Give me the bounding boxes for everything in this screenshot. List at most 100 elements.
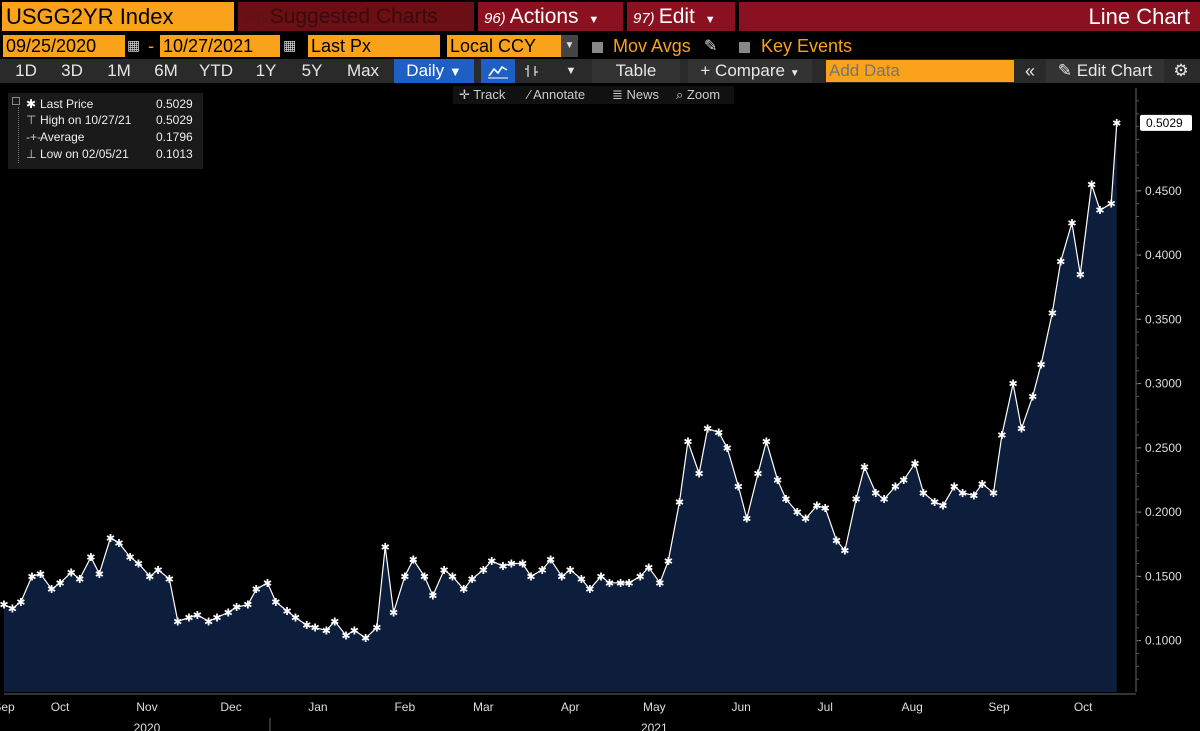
data-point: ✱ — [487, 555, 496, 568]
frequency-label: Daily — [406, 61, 445, 80]
legend-row-low: ⊥ Low on 02/05/21 0.1013 — [8, 146, 203, 162]
actions-menu-button[interactable]: 96) Actions ▼ — [478, 2, 623, 31]
compare-button[interactable]: + Compare ▼ — [688, 59, 812, 83]
data-point: ✱ — [930, 496, 939, 509]
data-point: ✱ — [400, 570, 409, 583]
last-value-badge: 0.5029 — [1140, 114, 1192, 131]
data-point: ✱ — [322, 624, 331, 637]
actions-number: 96) — [484, 10, 506, 27]
data-point: ✱ — [860, 461, 869, 474]
add-data-input[interactable] — [826, 60, 1014, 82]
period-button-3d[interactable]: 3D — [61, 61, 83, 80]
data-point: ✱ — [910, 457, 919, 470]
bar-chart-icon[interactable] — [517, 59, 547, 83]
period-button-1m[interactable]: 1M — [107, 61, 131, 80]
x-month-label: Feb — [394, 700, 415, 714]
legend-label: Low on 02/05/21 — [40, 147, 129, 161]
ticker-field[interactable]: USGG2YR Index — [2, 2, 234, 31]
price-line — [3, 122, 1118, 639]
data-point: ✱ — [989, 487, 998, 500]
data-point: ✱ — [330, 615, 339, 628]
suggested-charts-button[interactable]: 94) Suggested Charts — [238, 2, 474, 31]
data-point: ✱ — [518, 557, 527, 570]
data-point: ✱ — [311, 622, 320, 635]
y-tick-label: 0.1000 — [1145, 634, 1182, 648]
chart-type-label: Line Chart — [739, 2, 1200, 31]
data-point: ✱ — [644, 561, 653, 574]
data-point: ✱ — [950, 480, 959, 493]
price-field-select[interactable]: Last Px — [308, 35, 440, 57]
period-button-6m[interactable]: 6M — [154, 61, 178, 80]
x-axis: Sep Oct Nov Dec Jan Feb Mar Apr May Jun Jul Aug Sep O… — [0, 693, 1136, 731]
calendar-icon[interactable]: ▦ — [127, 37, 141, 53]
x-month-label: Mar — [473, 700, 494, 714]
mov-avgs-checkbox[interactable] — [592, 40, 603, 58]
data-point: ✱ — [67, 566, 76, 579]
legend-label: Average — [40, 130, 85, 144]
data-point: ✱ — [232, 601, 241, 614]
date-separator: - — [148, 36, 154, 56]
data-point: ✱ — [1036, 358, 1045, 371]
news-tool[interactable]: ≣ News — [608, 86, 674, 104]
period-button-5y[interactable]: 5Y — [301, 61, 323, 80]
data-point: ✱ — [852, 493, 861, 506]
y-tick-label: 0.2500 — [1145, 441, 1182, 455]
key-events-checkbox[interactable] — [739, 40, 750, 58]
data-point: ✱ — [683, 435, 692, 448]
data-point: ✱ — [958, 487, 967, 500]
y-axis: 0.1000 0.1500 0.2000 0.2500 0.3000 0.3500 0.40… — [1135, 88, 1182, 692]
data-point: ✱ — [636, 570, 645, 583]
pencil-icon[interactable]: ✎ — [704, 38, 718, 55]
edit-chart-button[interactable]: ✎ Edit Chart — [1046, 59, 1164, 83]
period-button-1y[interactable]: 1Y — [255, 61, 277, 80]
line-chart-icon[interactable] — [481, 59, 515, 83]
mov-avgs-label: Mov Avgs — [613, 36, 691, 56]
data-point: ✱ — [821, 502, 830, 515]
low-marker-icon: ⊥ — [26, 147, 37, 161]
data-point: ✱ — [459, 583, 468, 596]
data-point: ✱ — [55, 577, 64, 590]
table-button[interactable]: Table — [592, 59, 680, 83]
data-point: ✱ — [439, 564, 448, 577]
data-point: ✱ — [1048, 307, 1057, 320]
annotate-tool[interactable]: ⁄ Annotate — [524, 86, 610, 104]
data-point: ✱ — [723, 442, 732, 455]
magnifier-icon: ⌕ — [676, 87, 684, 102]
y-tick-label: 0.2000 — [1145, 505, 1182, 519]
period-button-1d[interactable]: 1D — [15, 61, 37, 80]
chevron-down-icon[interactable]: ▼ — [565, 65, 577, 77]
legend-toggle-icon[interactable] — [12, 97, 20, 105]
data-point: ✱ — [899, 474, 908, 487]
data-point: ✱ — [734, 480, 743, 493]
zoom-tool[interactable]: ⌕ Zoom — [672, 86, 734, 104]
price-chart[interactable]: ✱ ✱ ✱✱ ✱✱ ✱✱ ✱✱✱✱ ✱✱ ✱✱ ✱✱✱ ✱ ✱ ✱ ✱ ✱ ✱ ✱✱ ✱✱✱ ✱✱ ✱ ✱✱✱ ✱✱✱✱… — [0, 84, 1200, 731]
data-point: ✱ — [655, 577, 664, 590]
area-fill — [4, 122, 1117, 693]
track-tool[interactable]: ✛ Track — [453, 86, 539, 104]
data-point: ✱ — [361, 632, 370, 645]
x-month-label: May — [643, 700, 666, 714]
period-button-ytd[interactable]: YTD — [199, 61, 233, 80]
data-point: ✱ — [507, 557, 516, 570]
start-date-field[interactable]: 09/25/2020 — [3, 35, 125, 57]
x-month-label: Sep — [988, 700, 1010, 714]
data-point: ✱ — [173, 615, 182, 628]
data-point: ✱ — [585, 583, 594, 596]
end-date-field[interactable]: 10/27/2021 — [160, 35, 280, 57]
period-button-max[interactable]: Max — [346, 61, 380, 80]
collapse-icon[interactable]: « — [1024, 61, 1035, 81]
annotate-icon: ⁄ — [528, 87, 531, 102]
data-point: ✱ — [282, 605, 291, 618]
calendar-icon[interactable]: ▦ — [283, 37, 297, 53]
currency-select[interactable]: Local CCY — [447, 35, 561, 57]
data-point: ✱ — [978, 478, 987, 491]
data-point: ✱ — [409, 554, 418, 567]
chart-legend[interactable]: ✱ Last Price 0.5029 ⊤ High on 10/27/21 0… — [8, 93, 203, 169]
data-point: ✱ — [193, 609, 202, 622]
frequency-select[interactable]: Daily ▼ — [394, 59, 474, 83]
edit-menu-button[interactable]: 97) Edit ▼ — [627, 2, 735, 31]
gear-icon[interactable]: ⚙ — [1173, 61, 1189, 80]
chevron-down-icon[interactable]: ▼ — [561, 35, 578, 57]
high-marker-icon: ⊤ — [26, 113, 37, 127]
x-year-label: 2021 — [641, 721, 668, 731]
